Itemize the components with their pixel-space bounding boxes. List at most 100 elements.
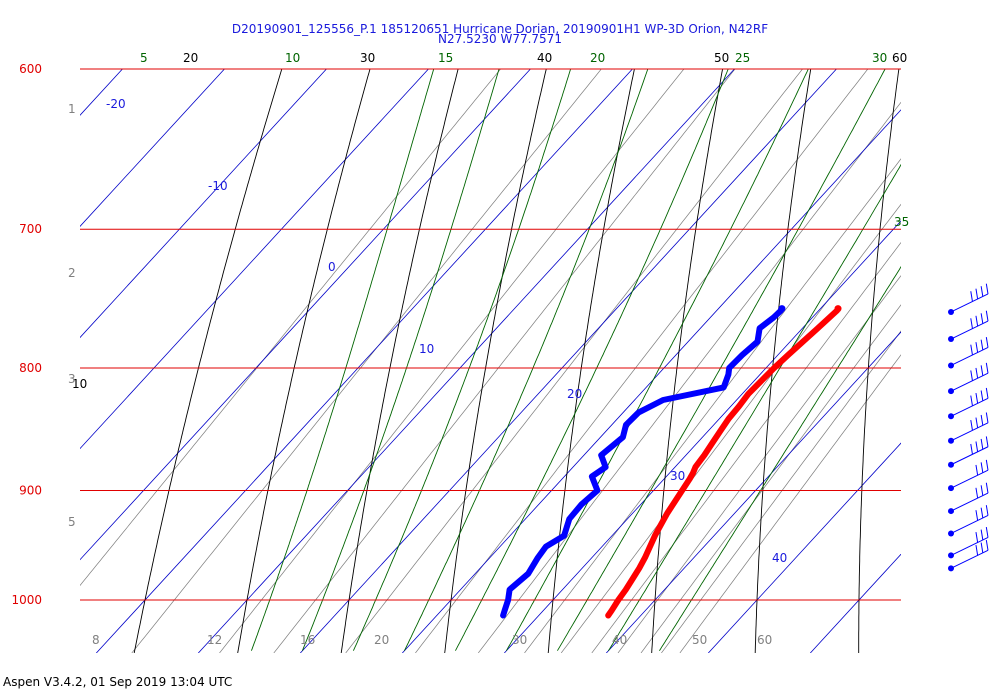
mixing-ratio-label: 12	[207, 633, 222, 647]
mixing-ratio-line	[661, 330, 901, 653]
mixing-ratio-line	[524, 158, 901, 653]
dry-adiabat-line	[547, 69, 635, 653]
chart-grid	[0, 69, 988, 653]
moist-adiabat-line	[352, 69, 572, 651]
mixing-ratio-label: 30	[512, 633, 527, 647]
mixing-ratio-line	[591, 241, 901, 653]
height-km-label: 5	[68, 515, 76, 529]
mixing-ratio-line	[131, 69, 602, 653]
dewpoint-profile-top-point	[778, 305, 786, 313]
dewpoint-profile	[500, 307, 784, 619]
dry-adiabat-label: 10	[72, 377, 87, 391]
isotherm-label: 30	[670, 469, 685, 483]
isotherm-line	[96, 69, 633, 653]
moist-adiabat-line	[455, 69, 729, 651]
wind-barb	[948, 482, 989, 515]
wind-barb	[948, 527, 989, 559]
wind-barb	[948, 539, 989, 572]
wind-barb	[948, 412, 989, 444]
mixing-ratio-line	[478, 101, 901, 653]
isotherm-line	[80, 69, 531, 561]
moist-adiabat-label: 20	[590, 51, 605, 65]
moist-adiabat-line	[301, 69, 500, 651]
pressure-tick-label: 700	[19, 222, 42, 236]
dry-adiabat-line	[754, 69, 812, 653]
isotherm-line	[80, 69, 225, 227]
dry-adiabat-label: 60	[892, 51, 907, 65]
moist-adiabat-line	[608, 163, 901, 651]
mixing-ratio-line	[345, 69, 803, 653]
isotherm-label: 40	[772, 551, 787, 565]
wind-barb	[948, 362, 989, 395]
isotherm-label: 20	[567, 387, 582, 401]
isotherm-line	[402, 109, 901, 653]
dry-adiabat-line	[237, 69, 371, 653]
height-km-label: 3	[68, 372, 76, 386]
wind-barb-column	[948, 283, 989, 572]
chart-labels: 600 700 800 900 1000 -20 -10 0 10 20 30 40 20 30 40 50 6…	[11, 51, 909, 647]
wind-barb	[948, 283, 989, 315]
isotherm-line	[708, 442, 901, 653]
mixing-ratio-line	[617, 275, 901, 653]
dry-adiabat-line	[961, 69, 988, 653]
dry-adiabat-line	[133, 69, 283, 653]
moist-adiabat-line	[659, 265, 901, 651]
mixing-ratio-line	[640, 304, 901, 653]
dry-adiabat-line	[444, 69, 547, 653]
dry-adiabat-line	[340, 69, 459, 653]
mixing-ratio-line	[273, 69, 736, 653]
dry-adiabat-label: 50	[714, 51, 729, 65]
wind-barb	[948, 505, 989, 537]
wind-barb	[948, 337, 989, 369]
dry-adiabat-label: 30	[360, 51, 375, 65]
moist-adiabat-line	[506, 69, 809, 651]
temperature-profile-top-point	[834, 305, 842, 313]
chart-subtitle-location: N27.5230 W77.7571	[438, 32, 562, 46]
isotherm-label: 0	[328, 260, 336, 274]
moist-adiabat-line	[403, 69, 649, 651]
mixing-ratio-label: 16	[300, 633, 315, 647]
isotherm-line	[504, 220, 901, 653]
pressure-tick-label: 800	[19, 361, 42, 375]
pressure-tick-label: 600	[19, 62, 42, 76]
moist-adiabat-line	[250, 69, 435, 651]
chart-title: D20190901_125556_P.1 185120651 Hurricane…	[231, 22, 769, 36]
mixing-ratio-label: 20	[374, 633, 389, 647]
wind-barb	[948, 387, 989, 420]
moist-adiabat-label: 5	[140, 51, 148, 65]
mixing-ratio-line	[415, 69, 869, 653]
isotherm-line	[198, 69, 735, 653]
mixing-ratio-line	[219, 69, 685, 653]
height-km-label: 2	[68, 266, 76, 280]
dry-adiabat-line	[651, 69, 724, 653]
moist-adiabat-label: 15	[438, 51, 453, 65]
isotherm-label: -20	[106, 97, 126, 111]
isotherm-line	[0, 69, 20, 653]
mixing-ratio-label: 40	[612, 633, 627, 647]
wind-barb	[948, 436, 989, 468]
pressure-tick-label: 1000	[11, 593, 42, 607]
isotherm-label: 10	[419, 342, 434, 356]
isobar-lines	[80, 68, 901, 601]
isotherm-line	[300, 69, 837, 653]
isotherm-line	[606, 331, 901, 653]
pressure-tick-label: 900	[19, 483, 42, 497]
wind-barb	[948, 310, 989, 343]
mixing-ratio-line	[679, 354, 901, 653]
dry-adiabat-label: 20	[183, 51, 198, 65]
mixing-ratio-label: 60	[757, 633, 772, 647]
wind-barb	[948, 459, 989, 492]
temperature-profile	[605, 307, 840, 619]
moist-adiabat-label: 30	[872, 51, 887, 65]
moist-adiabat-label: 35	[894, 215, 909, 229]
moist-adiabat-line	[557, 69, 886, 651]
height-km-label: 1	[68, 102, 76, 116]
moist-adiabat-label: 10	[285, 51, 300, 65]
moist-adiabat-label: 25	[735, 51, 750, 65]
isotherm-line	[80, 69, 429, 450]
isotherm-line	[80, 69, 327, 339]
dry-adiabat-line	[858, 69, 900, 653]
software-version-footer: Aspen V3.4.2, 01 Sep 2019 13:04 UTC	[3, 675, 233, 689]
mixing-ratio-label: 50	[692, 633, 707, 647]
